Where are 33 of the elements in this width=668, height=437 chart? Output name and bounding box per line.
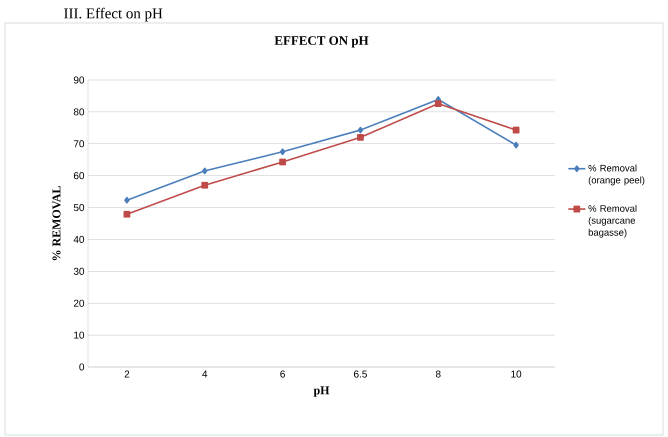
point	[512, 126, 520, 134]
x-tick-label: 4	[202, 370, 208, 378]
point	[358, 126, 364, 134]
x-tick-label: 10	[511, 370, 522, 378]
y-tick-label: 20	[74, 300, 84, 307]
point	[279, 158, 286, 166]
point	[202, 167, 208, 174]
y-tick-label: 80	[74, 108, 84, 116]
point	[434, 100, 442, 107]
text: III. Effect on pH	[64, 8, 162, 22]
x-tick-label: 2	[124, 370, 130, 378]
x-tick-label: 6	[280, 370, 285, 378]
point	[513, 142, 519, 148]
y-tick-label: 50	[74, 204, 84, 212]
legend-label: % Removal (orange peel)	[588, 164, 644, 186]
point	[124, 196, 130, 204]
y-tick-label: 60	[74, 172, 84, 180]
y-tick-label: 0	[79, 363, 84, 371]
x-axis-title: pH	[314, 386, 330, 397]
y-tick-label: 40	[74, 236, 84, 243]
y-axis-title: % REMOVAL	[52, 186, 61, 260]
x-tick-label: 6.5	[354, 370, 367, 378]
point	[201, 182, 208, 189]
point	[357, 134, 364, 141]
y-tick-label: 10	[74, 332, 84, 339]
chart-title: EFFECT ON pH	[274, 36, 368, 48]
point	[124, 210, 130, 218]
point	[280, 148, 286, 156]
y-tick-label: 30	[74, 268, 84, 275]
y-tick-label: 90	[74, 76, 84, 84]
legend-label: % Removal (sugarcane bagasse)	[588, 204, 636, 238]
x-tick-label: 8	[436, 370, 441, 378]
y-tick-label: 70	[74, 140, 84, 148]
